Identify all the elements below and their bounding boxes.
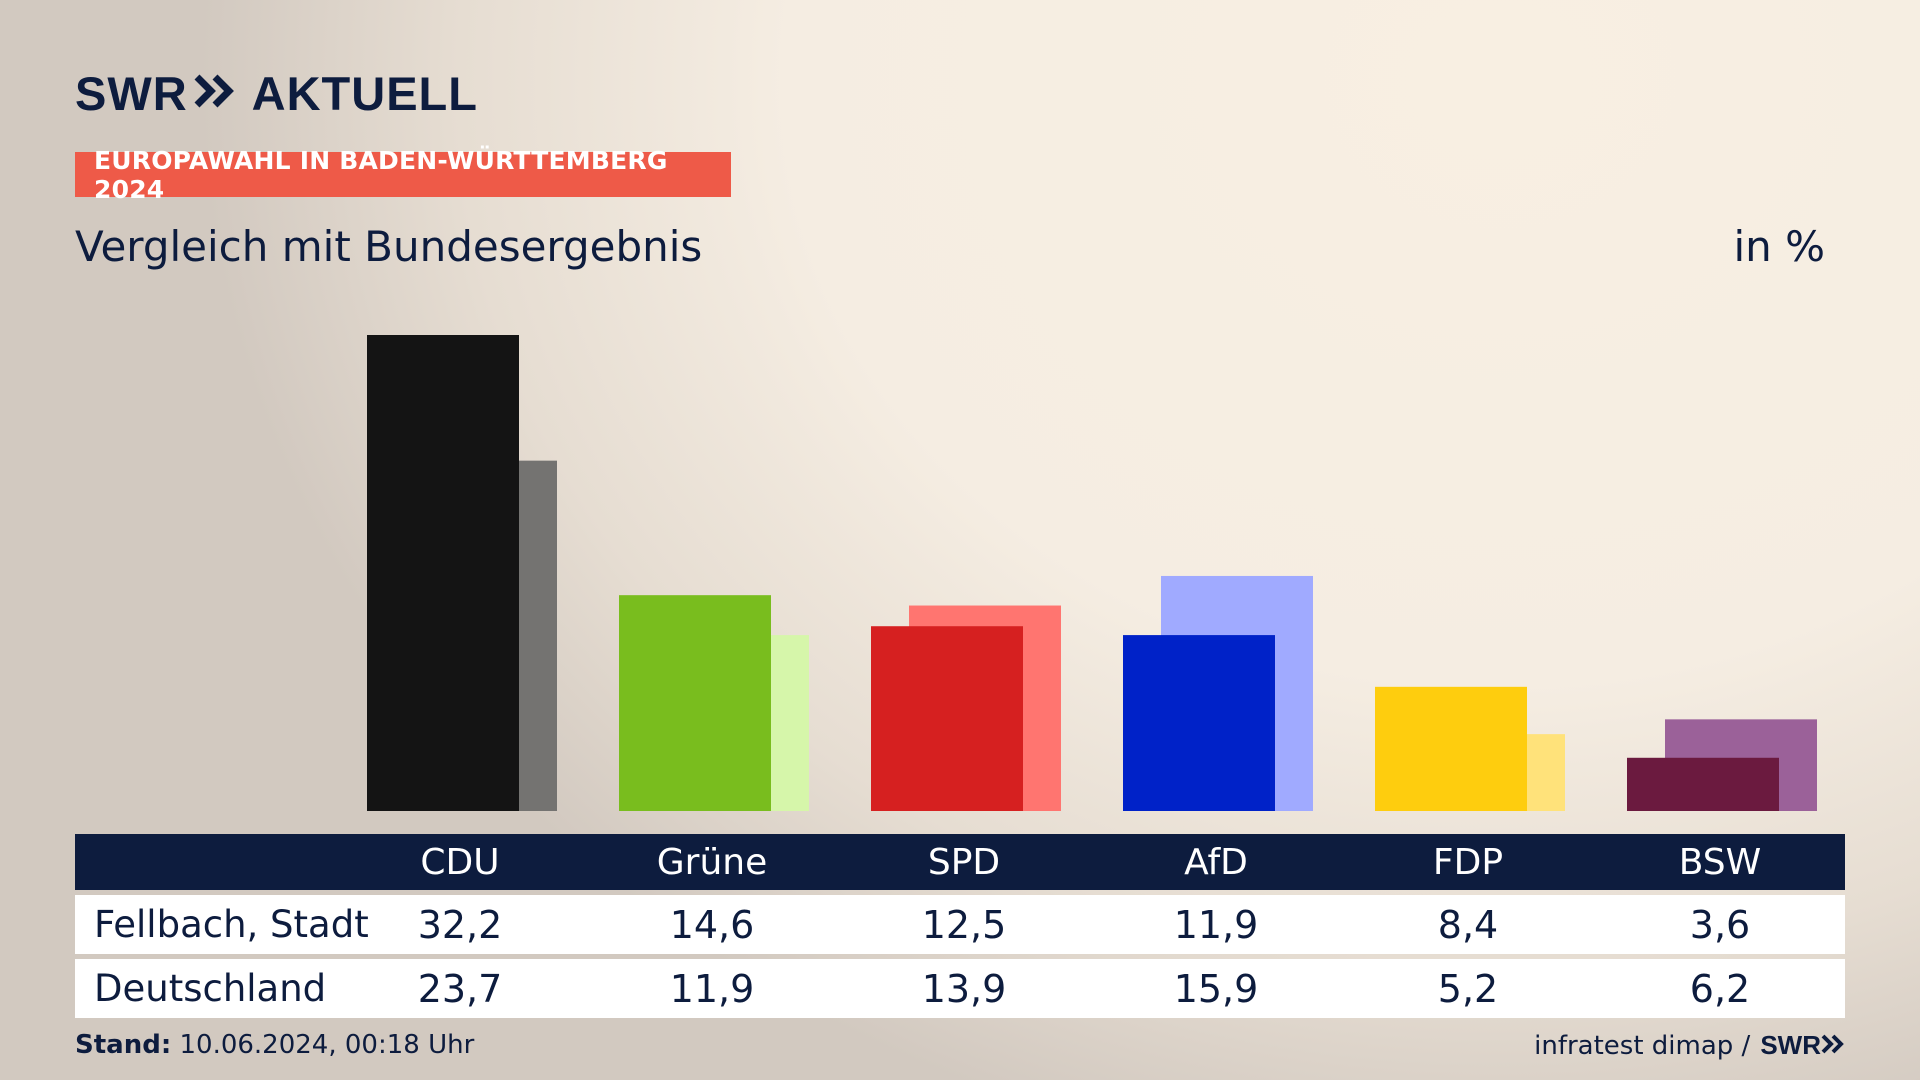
bar-chart xyxy=(367,335,1817,811)
swr-aktuell-logo: SWR AKTUELL xyxy=(75,66,478,120)
value-deutschland-afd: 15,9 xyxy=(1173,966,1259,1011)
unit-label: in % xyxy=(1733,222,1825,271)
value-fellbach-grüne: 14,6 xyxy=(669,902,755,947)
row-label: Fellbach, Stadt xyxy=(94,903,369,946)
logo-swr-text: SWR xyxy=(75,66,188,120)
table-header: CDU Grüne SPD AfD FDP BSW xyxy=(75,834,1845,890)
bar-fellbach-cdu xyxy=(367,335,519,811)
value-deutschland-fdp: 5,2 xyxy=(1437,966,1499,1011)
value-fellbach-fdp: 8,4 xyxy=(1437,902,1499,947)
swr-mini-logo: SWR xyxy=(1760,1030,1845,1061)
column-header-cdu: CDU xyxy=(420,841,500,883)
chart-subtitle: Vergleich mit Bundesergebnis xyxy=(75,222,703,271)
source-text: infratest dimap / xyxy=(1534,1030,1751,1061)
stand-label: Stand: xyxy=(75,1030,172,1060)
row-label: Deutschland xyxy=(94,967,327,1010)
source-credit: infratest dimap / SWR xyxy=(1534,1030,1845,1061)
double-chevron-icon xyxy=(1821,1034,1844,1054)
bar-fellbach-fdp xyxy=(1375,686,1527,811)
bar-fellbach-bsw xyxy=(1627,757,1779,811)
mini-logo-text: SWR xyxy=(1760,1030,1821,1060)
stand-value: 10.06.2024, 00:18 Uhr xyxy=(179,1030,475,1060)
results-table: CDU Grüne SPD AfD FDP BSW Fellbach, Stadt 32,… xyxy=(75,834,1845,1018)
value-deutschland-cdu: 23,7 xyxy=(417,966,503,1011)
value-fellbach-cdu: 32,2 xyxy=(417,902,503,947)
table-row: Fellbach, Stadt 32,2 14,6 12,5 11,9 8,4 3,6 xyxy=(75,895,1845,954)
logo-aktuell-text: AKTUELL xyxy=(251,66,478,120)
column-header-spd: SPD xyxy=(927,841,1001,883)
double-chevron-icon xyxy=(194,74,234,112)
column-header-afd: AfD xyxy=(1184,841,1248,883)
value-deutschland-bsw: 6,2 xyxy=(1689,966,1751,1011)
timestamp: Stand: 10.06.2024, 00:18 Uhr xyxy=(75,1030,474,1060)
column-header-fdp: FDP xyxy=(1432,841,1504,883)
value-deutschland-spd: 13,9 xyxy=(921,966,1007,1011)
value-fellbach-bsw: 3,6 xyxy=(1689,902,1751,947)
value-fellbach-afd: 11,9 xyxy=(1173,902,1259,947)
bar-fellbach-afd xyxy=(1123,635,1275,811)
column-header-bsw: BSW xyxy=(1678,841,1762,883)
value-fellbach-spd: 12,5 xyxy=(921,902,1007,947)
column-header-grüne: Grüne xyxy=(656,841,768,883)
bar-fellbach-spd xyxy=(871,626,1023,811)
table-row: Deutschland 23,7 11,9 13,9 15,9 5,2 6,2 xyxy=(75,959,1845,1018)
value-deutschland-grüne: 11,9 xyxy=(669,966,755,1011)
bar-fellbach-grüne xyxy=(619,595,771,811)
